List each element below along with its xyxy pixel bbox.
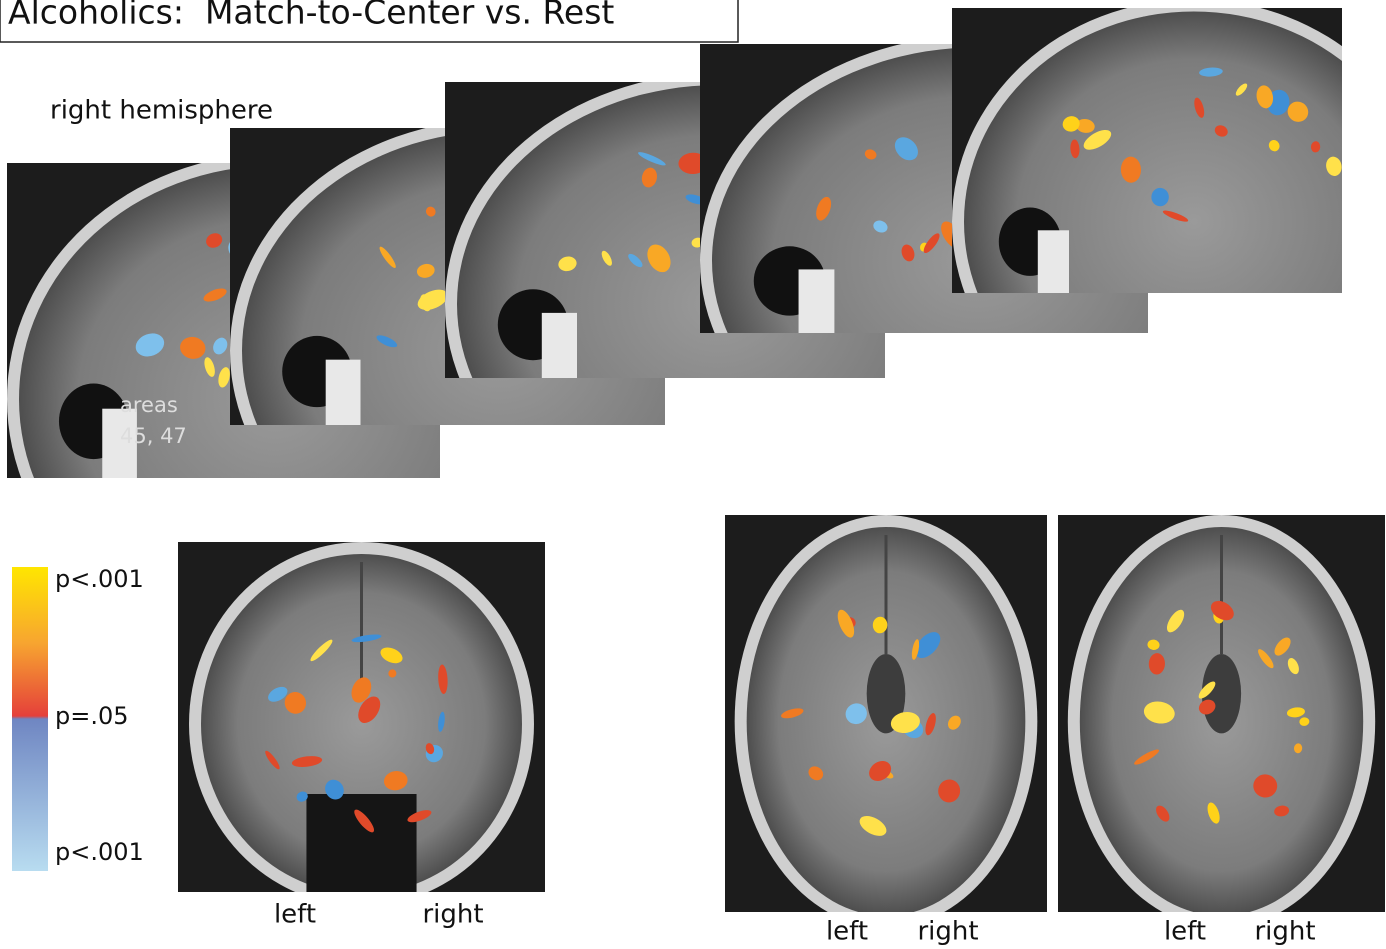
legend-label: p=.05 bbox=[55, 702, 129, 730]
annotation: 45, 47 bbox=[120, 424, 187, 448]
scan-panel bbox=[952, 0, 1386, 444]
bone bbox=[102, 409, 137, 488]
orientation-label: left bbox=[826, 917, 868, 947]
scan-panel bbox=[1058, 515, 1385, 928]
orientation-label: right bbox=[422, 900, 483, 930]
panels bbox=[7, 0, 1386, 928]
legend-label: p<.001 bbox=[55, 565, 144, 593]
annotation: areas bbox=[120, 393, 178, 417]
orientation-label: right bbox=[1254, 917, 1315, 947]
legend-colorbar bbox=[12, 567, 48, 871]
bone bbox=[1038, 230, 1069, 301]
bone bbox=[326, 360, 361, 434]
bone bbox=[542, 313, 577, 387]
figure: Alcoholics: Match-to-Center vs. Rest rig… bbox=[0, 0, 1386, 949]
legend-label: p<.001 bbox=[55, 838, 144, 866]
title: Alcoholics: Match-to-Center vs. Rest bbox=[8, 0, 614, 32]
orientation-label: right bbox=[917, 917, 978, 947]
bone bbox=[799, 269, 835, 341]
orientation-label: left bbox=[1164, 917, 1206, 947]
sinus bbox=[306, 794, 416, 899]
scan-panel bbox=[178, 542, 545, 906]
scan-panel bbox=[725, 515, 1047, 928]
orientation-label: left bbox=[274, 900, 316, 930]
sagittal-label: right hemisphere bbox=[50, 96, 273, 126]
